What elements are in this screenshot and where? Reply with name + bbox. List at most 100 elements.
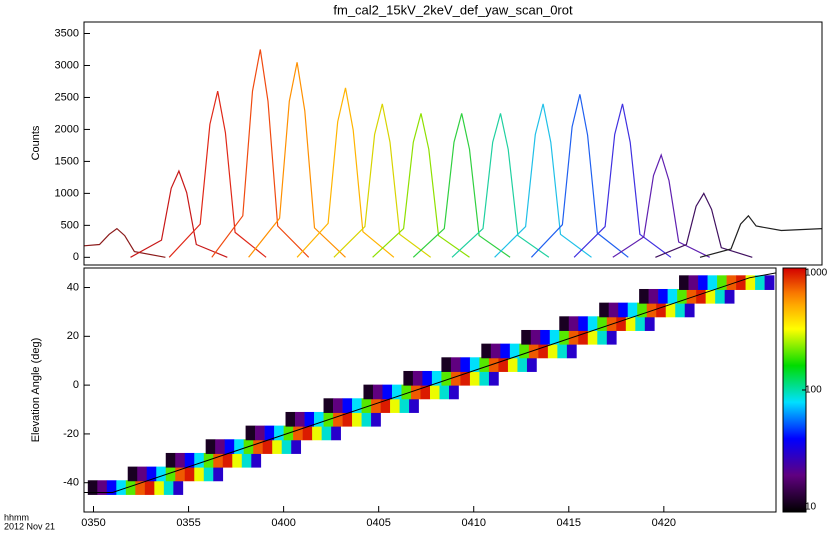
spectrogram-cell <box>146 466 157 482</box>
spectrogram-cell <box>222 452 233 468</box>
spectrogram-cell <box>331 425 341 441</box>
spectrogram-cell <box>597 329 608 345</box>
spectrogram-cell <box>127 466 138 482</box>
spectrogram-cell <box>507 357 518 372</box>
spectrogram-cell <box>194 452 205 468</box>
spectrogram-cell <box>460 370 471 386</box>
spectrogram-cell <box>688 275 699 290</box>
spectrogram-cell <box>314 411 324 427</box>
spectrogram-cell <box>342 411 353 427</box>
x-tick-label: 0350 <box>81 517 105 529</box>
spectrogram-cell <box>450 370 461 386</box>
spectrogram-cell <box>371 411 381 427</box>
spectrogram-cell <box>597 316 608 331</box>
spectrogram-cell <box>469 370 480 386</box>
spectrogram-cell <box>255 425 265 441</box>
spectrogram-cell <box>540 329 551 345</box>
y-tick-label: 3000 <box>55 59 79 71</box>
series-line <box>699 214 823 258</box>
spectrogram-cell <box>644 316 655 331</box>
spectrogram-cell <box>530 329 541 345</box>
spectrogram-cell <box>361 411 372 427</box>
series-line <box>573 103 672 258</box>
spectrogram-cell <box>390 398 400 413</box>
spectrogram-cell <box>281 439 292 454</box>
spectrogram-cell <box>627 302 638 318</box>
y-axis-label: Counts <box>30 125 42 160</box>
spectrogram-cell <box>686 288 697 304</box>
spectrogram-cell <box>509 343 520 359</box>
spectrogram-cell <box>587 329 598 345</box>
y-axis-label: Elevation Angle (deg) <box>30 338 42 443</box>
spectrogram-cell <box>479 370 490 386</box>
spectrogram-cell <box>679 275 689 290</box>
y-tick-label: 40 <box>67 281 79 293</box>
x-tick-label: 0410 <box>461 517 485 529</box>
spectrogram-cell <box>137 466 148 482</box>
spectrogram-cell <box>323 398 334 413</box>
spectrogram-cell <box>479 357 490 372</box>
spectrogram-cell <box>116 480 127 495</box>
spectrogram-cell <box>382 384 393 400</box>
spectrogram-cell <box>333 398 343 413</box>
spectrogram-cell <box>517 357 528 372</box>
spectrogram-cell <box>241 452 252 468</box>
spectrogram-cell <box>173 480 184 495</box>
spectrogram-cell <box>285 411 296 427</box>
spectrogram-cell <box>639 288 649 304</box>
spectrogram-cell <box>460 357 471 372</box>
spectrogram-cell <box>106 480 117 495</box>
spectrogram-cell <box>557 343 568 359</box>
y-tick-label: 3500 <box>55 27 79 39</box>
series-line <box>494 103 592 258</box>
spectrogram-cell <box>745 275 756 290</box>
spectrogram-cell <box>726 275 737 290</box>
spectrogram-cell <box>578 316 589 331</box>
spectrogram-cell <box>184 452 195 468</box>
spectrogram-cell <box>764 275 775 290</box>
spectrogram-cell <box>184 466 195 482</box>
colorbar-tick-label: 10 <box>805 502 817 513</box>
spectrogram-cell <box>667 288 678 304</box>
spectrogram-cell <box>578 329 589 345</box>
series-line <box>451 113 550 258</box>
spectrogram-cell <box>372 384 383 400</box>
spectrogram-cell <box>422 370 433 386</box>
chart-title: fm_cal2_15kV_2keV_def_yaw_scan_0rot <box>333 2 573 17</box>
spectrogram-cell <box>213 452 224 468</box>
spectrogram-cell <box>715 288 725 304</box>
spectrogram-cell <box>549 329 560 345</box>
spectrogram-cell <box>430 384 440 400</box>
spectrogram-cell <box>272 439 283 454</box>
spectrogram-cell <box>135 480 146 495</box>
spectrogram-cell <box>333 411 343 427</box>
spectrogram-cell <box>500 343 511 359</box>
plot-frame <box>83 21 823 266</box>
spectrogram-cell <box>342 398 353 413</box>
spectrogram-cell <box>399 398 410 413</box>
spectrogram-cell <box>291 439 302 454</box>
spectrogram-cell <box>698 275 708 290</box>
colorbar-tick-label: 100 <box>805 385 822 396</box>
y-tick-label: 20 <box>67 330 79 342</box>
spectrogram-cell <box>625 316 636 331</box>
spectrogram-cell <box>352 398 362 413</box>
x-tick-label: 0400 <box>271 517 295 529</box>
spectrogram-cell <box>245 425 256 441</box>
spectrogram-cell <box>409 398 419 413</box>
spectrogram-cell <box>519 343 530 359</box>
spectrogram-cell <box>363 384 374 400</box>
series-line <box>168 90 267 258</box>
spectrogram-cell <box>293 425 303 441</box>
spectrogram-cell <box>469 357 480 372</box>
spectrogram-cell <box>321 425 332 441</box>
spectrogram-cell <box>526 357 537 372</box>
spectrogram-cell <box>538 343 549 359</box>
spectrogram-cell <box>677 288 687 304</box>
y-tick-label: -20 <box>63 428 79 440</box>
spectrogram-cell <box>203 466 214 482</box>
spectrogram-cell <box>441 357 452 372</box>
x-axis-label: hhmm <box>4 512 29 522</box>
spectrogram-cell <box>608 302 619 318</box>
